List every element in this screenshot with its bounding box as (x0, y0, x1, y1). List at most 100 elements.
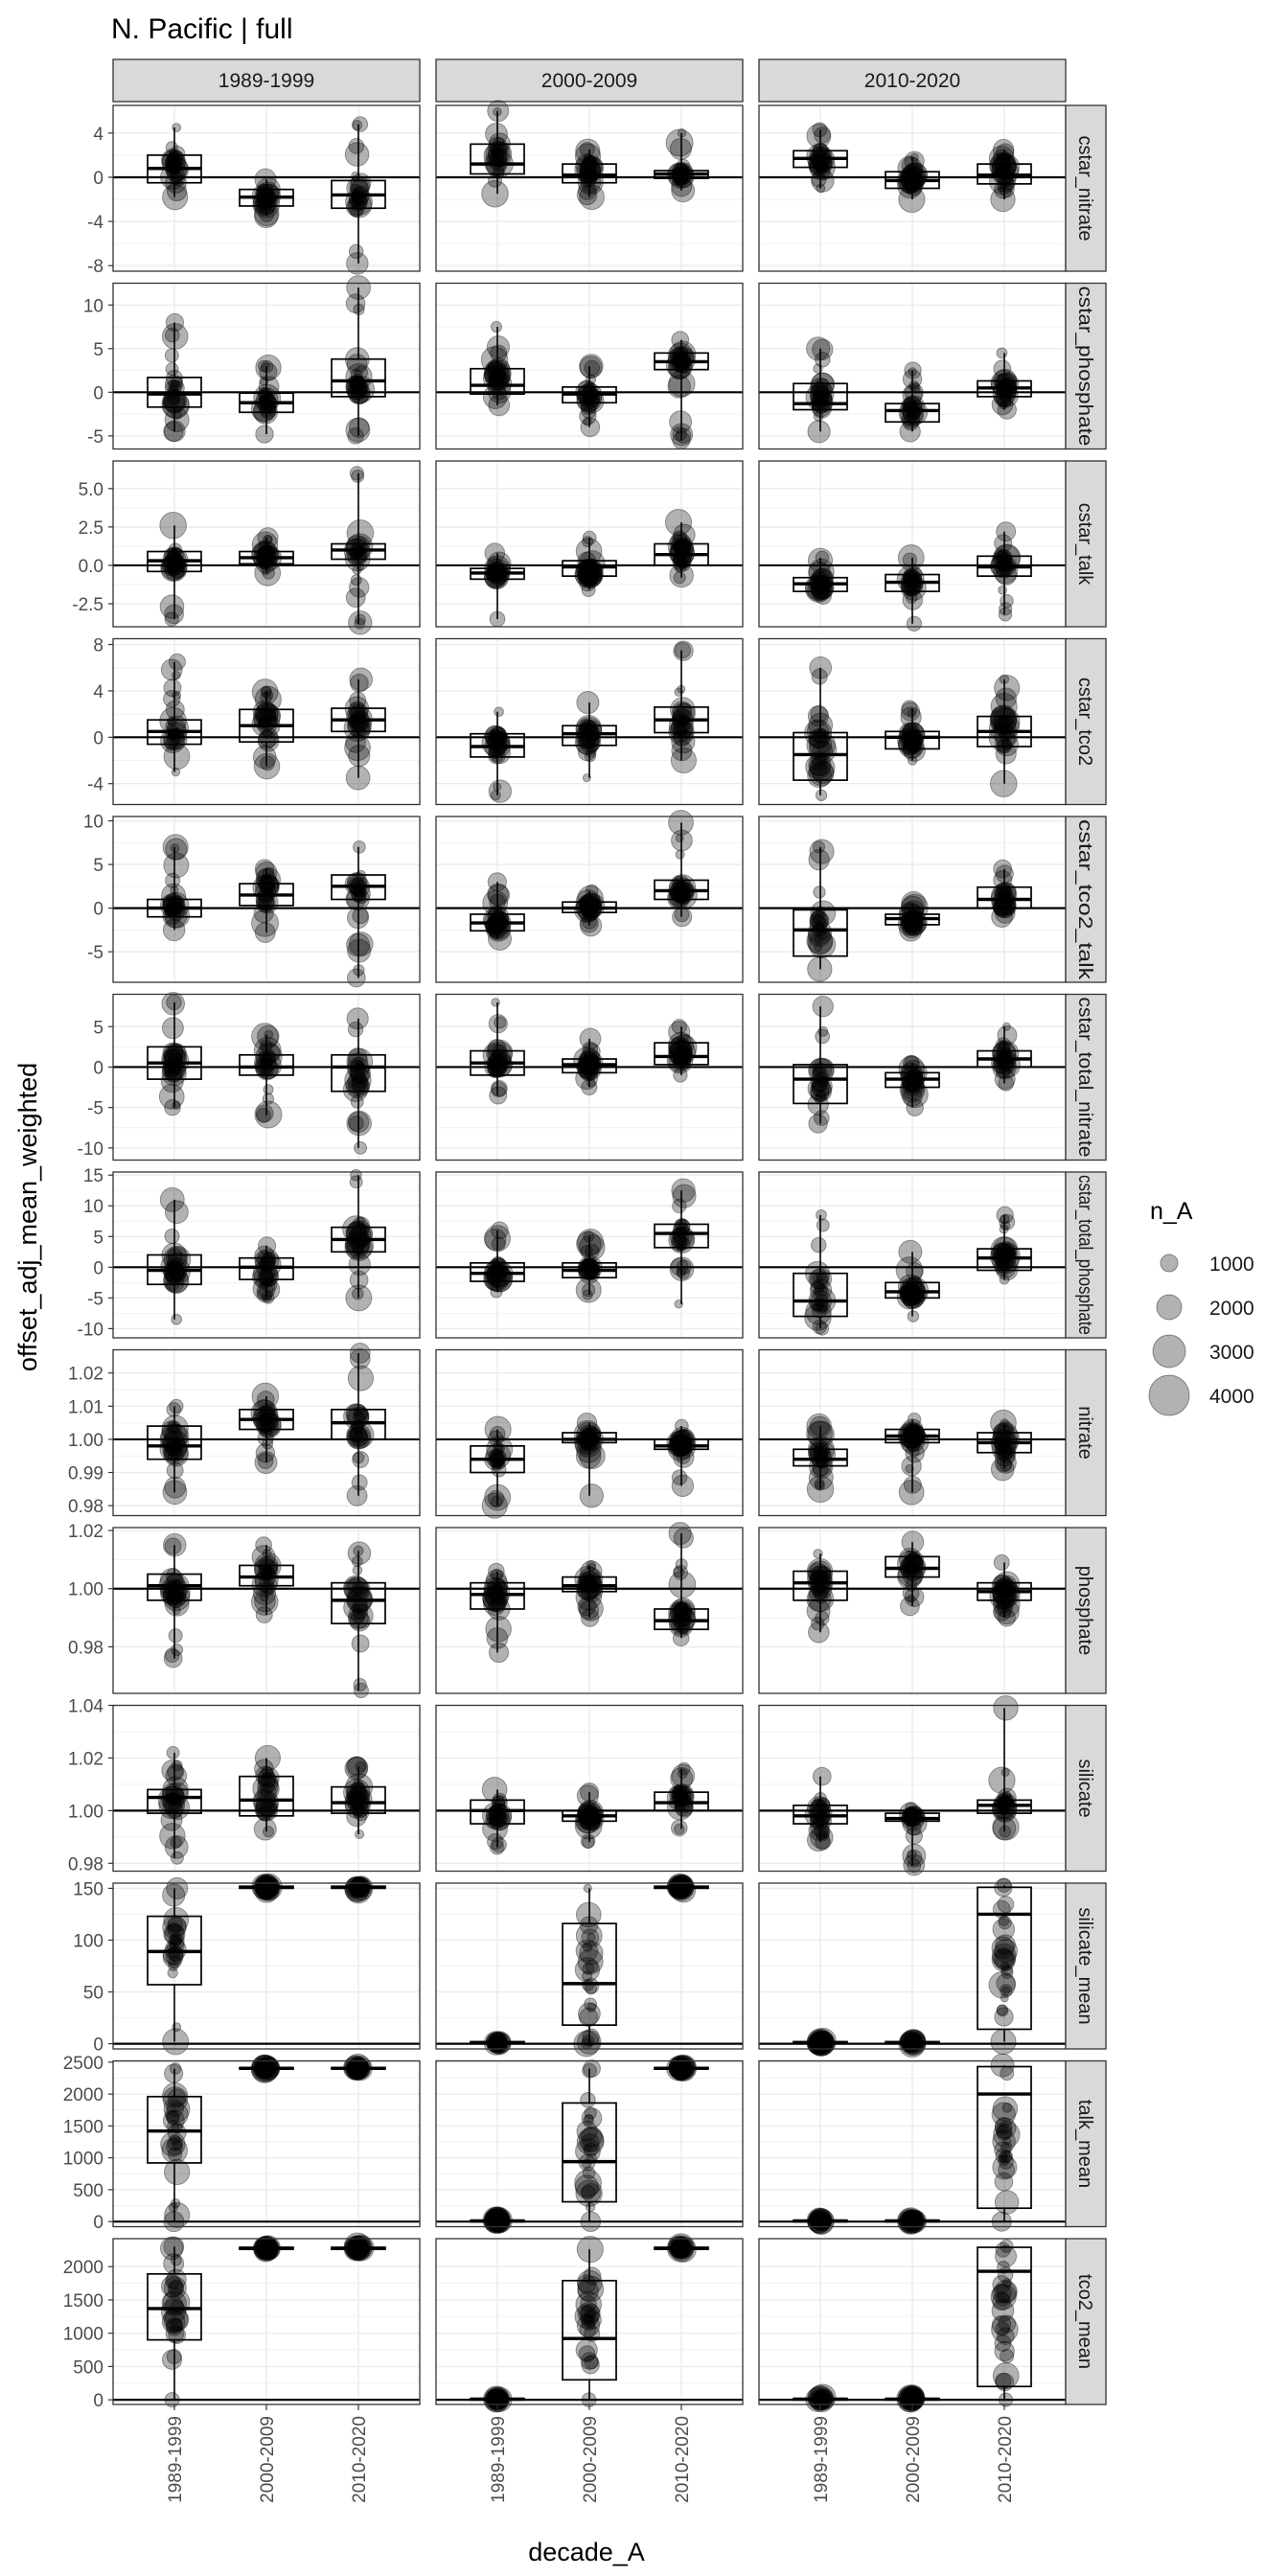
facet-panel (758, 1348, 1067, 1517)
data-point (259, 392, 276, 409)
data-point (170, 380, 181, 391)
y-tick-label: 0.99 (68, 1464, 104, 1484)
data-point (580, 1244, 593, 1257)
data-point (585, 162, 597, 174)
data-point (490, 148, 501, 159)
data-point (901, 1456, 922, 1477)
row-strip-label: cstar_total_nitrate (1074, 998, 1095, 1158)
data-point (348, 713, 369, 734)
facet-panel (435, 1521, 744, 1694)
data-point (806, 1598, 831, 1623)
data-point (990, 186, 1016, 213)
facet-panel (758, 1877, 1067, 2058)
data-point (671, 1469, 688, 1485)
data-point (167, 1916, 187, 1937)
data-point (165, 1200, 189, 1225)
facet-panel (112, 816, 421, 988)
data-point (580, 2092, 596, 2108)
data-point (810, 1236, 827, 1254)
data-point (677, 1791, 689, 1803)
y-tick-label: 0 (93, 383, 104, 403)
legend-label: 1000 (1209, 1254, 1254, 1276)
data-point (999, 182, 1015, 198)
facet-panel (758, 104, 1067, 272)
data-point (904, 150, 925, 172)
data-point (162, 1438, 183, 1460)
facet-panel (112, 637, 421, 806)
data-point (994, 2172, 1014, 2192)
y-tick-label: -4 (87, 775, 104, 795)
data-point (585, 374, 597, 385)
data-point (582, 1962, 595, 1975)
y-tick-label: 0 (93, 2036, 104, 2056)
data-point (168, 1052, 183, 1068)
data-point (580, 417, 601, 438)
data-point (813, 363, 823, 374)
data-point (583, 2266, 602, 2286)
data-point (586, 2002, 597, 2012)
data-point (170, 2197, 181, 2209)
x-tick-label: 2000-2009 (258, 2416, 278, 2503)
data-point (161, 390, 190, 419)
panel-border (435, 282, 744, 450)
panel-border (435, 104, 744, 272)
facet-panel (112, 1168, 421, 1339)
data-point (347, 1365, 375, 1392)
data-point (171, 1313, 183, 1325)
y-tick-label: 1.02 (68, 1365, 104, 1385)
data-point (353, 840, 366, 854)
y-tick-label: 1500 (63, 2117, 104, 2137)
data-point (352, 1411, 365, 1423)
data-point (900, 396, 923, 419)
data-point (577, 1577, 600, 1600)
facet-panel (758, 2053, 1067, 2235)
data-point (904, 177, 923, 196)
y-tick-label: 1.00 (68, 1580, 104, 1600)
data-point (260, 564, 271, 576)
data-point (171, 1643, 184, 1656)
data-point (351, 120, 363, 131)
data-point (811, 172, 827, 188)
data-point (807, 1093, 829, 1116)
data-point (994, 675, 1021, 702)
facet-panel (112, 460, 421, 635)
data-point (345, 293, 366, 313)
data-point (576, 690, 600, 715)
x-tick-label: 1989-1999 (489, 2416, 509, 2503)
data-point (345, 587, 366, 609)
data-point (583, 1978, 600, 1994)
facet-panel (435, 2054, 744, 2235)
y-tick-label: 0 (93, 728, 104, 748)
data-point (994, 2190, 1020, 2215)
x-tick-label: 2010-2020 (673, 2416, 693, 2503)
legend-key-circle (1148, 1374, 1190, 1416)
data-point (160, 658, 183, 681)
data-point (164, 1835, 189, 1859)
data-point (348, 932, 374, 956)
y-tick-label: 1500 (63, 2291, 104, 2312)
data-point (491, 998, 500, 1007)
data-point (168, 1628, 183, 1644)
data-point (810, 390, 833, 413)
data-point (162, 1883, 186, 1907)
data-point (481, 179, 509, 208)
data-point (812, 338, 834, 360)
column-strip-label: 2010-2020 (864, 70, 960, 92)
data-point (491, 1081, 507, 1097)
data-point (581, 536, 594, 548)
y-tick-label: 1.01 (68, 1397, 104, 1417)
box (793, 382, 848, 411)
facet-panel (758, 460, 1067, 632)
data-point (672, 166, 695, 189)
y-tick-label: 0.0 (79, 557, 104, 577)
data-point (810, 372, 836, 397)
y-tick-label: -2.5 (72, 595, 104, 615)
facet-panel (112, 1704, 421, 1873)
data-point (352, 116, 369, 132)
box (147, 376, 202, 408)
data-point (993, 870, 1013, 890)
data-point (162, 391, 190, 420)
data-point (486, 156, 507, 177)
x-tick-label: 2010-2020 (996, 2416, 1016, 2503)
column-strip-label: 1989-1999 (218, 70, 314, 92)
